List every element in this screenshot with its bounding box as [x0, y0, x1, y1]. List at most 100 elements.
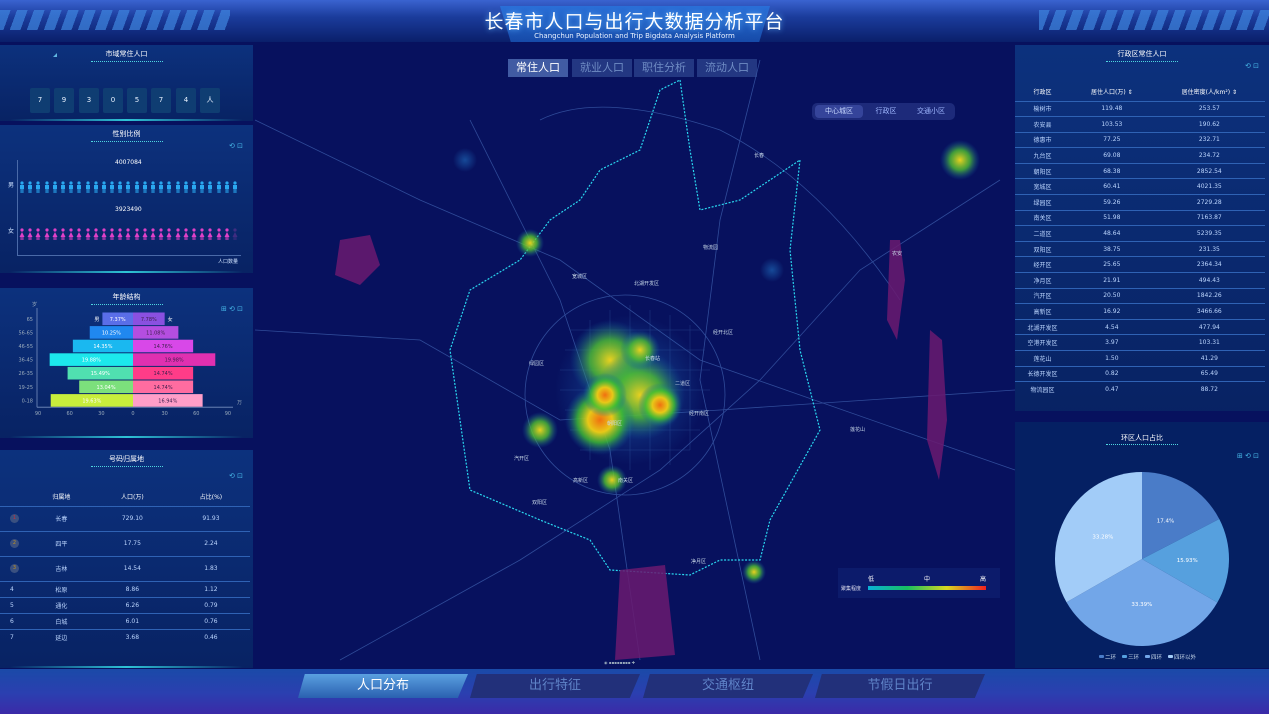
table-row[interactable]: 莲花山 1.50 41.29 — [1015, 350, 1265, 367]
population-cell: 119.48 — [1070, 100, 1154, 117]
table-row[interactable]: 宽城区 60.41 4021.35 — [1015, 178, 1265, 195]
col-header[interactable]: 行政区 — [1033, 89, 1052, 97]
female-bar[interactable] — [133, 312, 165, 326]
col-header[interactable]: 占比(%) — [199, 494, 223, 502]
table-row[interactable]: 绿园区 59.26 2729.28 — [1015, 194, 1265, 211]
heat-legend: 低 中 高 聚集程度 — [838, 568, 1000, 598]
male-bar[interactable] — [102, 312, 133, 326]
toolbox-icons[interactable]: ⟲ ⊡ — [229, 142, 243, 150]
density-cell: 41.29 — [1153, 350, 1265, 367]
nav-transport-hub[interactable]: 交通枢纽 — [643, 674, 813, 698]
table-row[interactable]: 双阳区 38.75 231.35 — [1015, 240, 1265, 257]
table-row[interactable]: 榆树市 119.48 253.57 — [1015, 100, 1265, 117]
population-cell: 3.68 — [92, 628, 172, 645]
female-person-icon — [93, 225, 99, 240]
female-bar[interactable] — [133, 380, 194, 394]
toolbox-icons[interactable]: ⟲ ⊡ — [229, 472, 243, 480]
legend-title: 聚集程度 — [841, 586, 862, 592]
panel-title: 市域常住人口 — [105, 50, 148, 58]
table-row[interactable]: 4 松原 8.86 1.12 — [0, 580, 250, 597]
table-row[interactable]: 3 吉林 14.54 1.83 — [0, 555, 250, 581]
table-row[interactable]: 汽开区 20.50 1842.26 — [1015, 287, 1265, 304]
female-bar[interactable] — [133, 394, 203, 407]
tab-floating-population[interactable]: 流动人口 — [697, 59, 757, 77]
table-row[interactable]: 农安县 103.53 190.62 — [1015, 116, 1265, 133]
nav-holiday-travel[interactable]: 节假日出行 — [815, 674, 985, 698]
col-header[interactable]: 人口(万) — [121, 494, 144, 502]
district-cell: 经开区 — [1015, 256, 1070, 273]
table-row[interactable]: 物流园区 0.47 88.72 — [1015, 381, 1265, 398]
subtab-central-city[interactable]: 中心城区 — [815, 105, 863, 118]
subtab-admin-district[interactable]: 行政区 — [875, 107, 897, 115]
pie-slice[interactable] — [1142, 519, 1229, 603]
toolbox-icons[interactable]: ⟲ ⊡ — [1245, 62, 1259, 70]
subtab-traffic-zone[interactable]: 交通小区 — [917, 107, 945, 115]
col-header-sortable[interactable]: 居住人口(万) ⇕ — [1070, 83, 1154, 101]
male-person-icon — [44, 178, 50, 193]
table-row[interactable]: 经开区 25.65 2364.34 — [1015, 256, 1265, 273]
male-person-icon — [101, 178, 107, 193]
percent-cell: 1.12 — [171, 580, 250, 597]
table-row[interactable]: 净月区 21.91 494.43 — [1015, 272, 1265, 289]
population-cell: 103.53 — [1070, 116, 1154, 133]
table-row[interactable]: 2 四平 17.75 2.24 — [0, 530, 250, 556]
table-row[interactable]: 德惠市 77.25 232.71 — [1015, 131, 1265, 148]
male-bar[interactable] — [89, 326, 133, 339]
female-person-icon — [224, 225, 230, 240]
table-row[interactable]: 二道区 48.64 5239.35 — [1015, 225, 1265, 242]
female-bar[interactable] — [133, 366, 194, 380]
legend-item[interactable]: 二环 — [1105, 654, 1117, 661]
district-cell: 净月区 — [1015, 272, 1070, 289]
sort-icon[interactable]: ⇕ — [1232, 89, 1238, 97]
legend-item[interactable]: 三环 — [1128, 654, 1140, 661]
male-bar[interactable] — [49, 353, 133, 366]
male-bar[interactable] — [79, 380, 133, 394]
title-plate — [500, 6, 770, 42]
nav-travel-characteristics[interactable]: 出行特征 — [470, 674, 640, 698]
table-row[interactable]: 朝阳区 68.38 2852.54 — [1015, 162, 1265, 179]
district-cell: 九台区 — [1015, 147, 1070, 164]
table-row[interactable]: 6 白城 6.01 0.76 — [0, 612, 250, 629]
table-row[interactable]: 1 长春 729.10 91.93 — [0, 505, 250, 531]
male-person-icon — [35, 178, 41, 193]
tab-resident-population[interactable]: 常住人口 — [508, 59, 568, 77]
male-bar[interactable] — [72, 339, 133, 353]
table-row[interactable]: 长德开发区 0.82 65.49 — [1015, 365, 1265, 382]
male-count: 4007084 — [115, 159, 142, 166]
table-row[interactable]: 南关区 51.98 7163.87 — [1015, 209, 1265, 226]
male-bar[interactable] — [50, 394, 133, 407]
male-person-icon — [142, 178, 148, 193]
pie-slice[interactable] — [1055, 472, 1142, 603]
density-cell: 2364.34 — [1153, 256, 1265, 273]
pie-slice[interactable] — [1142, 472, 1220, 559]
col-header-sortable[interactable]: 居住密度(人/km²) ⇕ — [1154, 83, 1265, 101]
male-person-icon — [76, 178, 82, 193]
digit: 7 — [30, 88, 50, 113]
female-person-icon — [207, 225, 213, 240]
table-row[interactable]: 7 延边 3.68 0.46 — [0, 628, 250, 645]
legend-item[interactable]: 四环 — [1151, 654, 1163, 661]
sort-icon[interactable]: ⇕ — [1127, 89, 1133, 97]
pie-slice[interactable] — [1066, 559, 1218, 646]
table-row[interactable]: 北湖开发区 4.54 477.94 — [1015, 318, 1265, 335]
table-row[interactable]: 空港开发区 3.97 103.31 — [1015, 334, 1265, 351]
tab-job-housing[interactable]: 职住分析 — [634, 59, 694, 77]
map-label: 双阳区 — [532, 500, 548, 506]
legend-item[interactable]: 四环以外 — [1174, 653, 1197, 661]
nav-population-distribution[interactable]: 人口分布 — [298, 674, 468, 698]
tab-employment-population[interactable]: 就业人口 — [572, 59, 632, 77]
title-underline — [91, 61, 163, 62]
density-cell: 231.35 — [1153, 240, 1265, 257]
female-bar[interactable] — [133, 353, 216, 366]
toolbox-icons[interactable]: ⊞ ⟲ ⊡ — [1236, 452, 1259, 460]
table-row[interactable]: 九台区 69.08 234.72 — [1015, 147, 1265, 164]
female-bar[interactable] — [133, 339, 194, 353]
table-row[interactable]: 5 通化 6.26 0.79 — [0, 596, 250, 613]
toolbox-icons[interactable]: ⊞ ⟲ ⊡ — [220, 305, 243, 313]
col-header[interactable]: 归属地 — [52, 494, 71, 502]
male-person-icon — [224, 178, 230, 193]
male-person-icon — [52, 178, 58, 193]
table-row[interactable]: 高新区 16.92 3466.66 — [1015, 303, 1265, 320]
male-bar[interactable] — [67, 366, 133, 380]
female-bar[interactable] — [133, 326, 179, 339]
